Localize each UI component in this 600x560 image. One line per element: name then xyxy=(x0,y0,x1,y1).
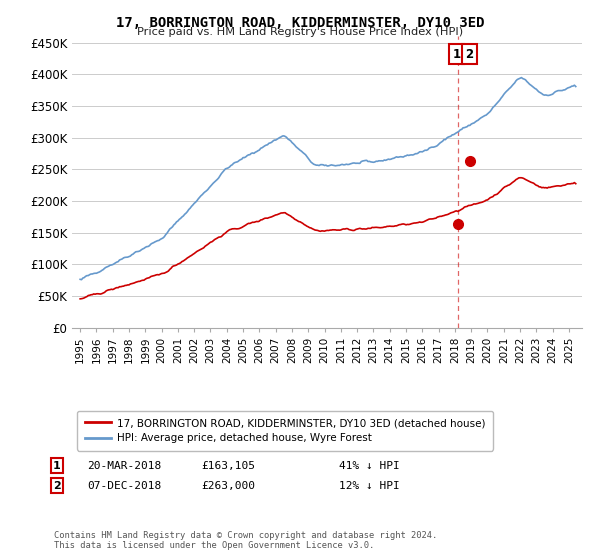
Text: Price paid vs. HM Land Registry's House Price Index (HPI): Price paid vs. HM Land Registry's House … xyxy=(137,27,463,37)
Legend: 17, BORRINGTON ROAD, KIDDERMINSTER, DY10 3ED (detached house), HPI: Average pric: 17, BORRINGTON ROAD, KIDDERMINSTER, DY10… xyxy=(77,410,493,450)
Text: 1: 1 xyxy=(53,461,61,471)
Text: 20-MAR-2018: 20-MAR-2018 xyxy=(87,461,161,471)
Text: 07-DEC-2018: 07-DEC-2018 xyxy=(87,480,161,491)
Text: £263,000: £263,000 xyxy=(201,480,255,491)
Text: Contains HM Land Registry data © Crown copyright and database right 2024.
This d: Contains HM Land Registry data © Crown c… xyxy=(54,530,437,550)
Text: 1: 1 xyxy=(452,48,461,60)
Text: 2: 2 xyxy=(466,48,473,60)
Text: 41% ↓ HPI: 41% ↓ HPI xyxy=(339,461,400,471)
Text: £163,105: £163,105 xyxy=(201,461,255,471)
Text: 17, BORRINGTON ROAD, KIDDERMINSTER, DY10 3ED: 17, BORRINGTON ROAD, KIDDERMINSTER, DY10… xyxy=(116,16,484,30)
Text: 12% ↓ HPI: 12% ↓ HPI xyxy=(339,480,400,491)
Text: 2: 2 xyxy=(53,480,61,491)
